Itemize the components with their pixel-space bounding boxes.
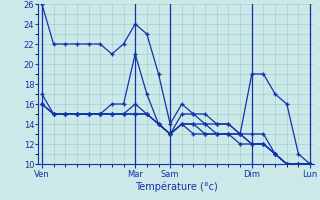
X-axis label: Température (°c): Température (°c) bbox=[135, 181, 217, 192]
